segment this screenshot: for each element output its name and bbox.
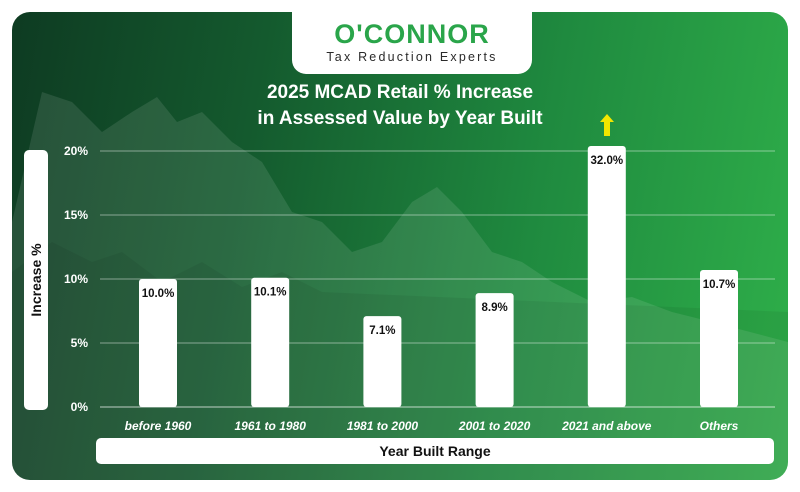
bar (700, 270, 738, 407)
data-label: 32.0% (590, 155, 623, 167)
brand-logo: O'CONNOR Tax Reduction Experts (292, 12, 532, 74)
data-label: 10.1% (254, 287, 287, 299)
x-tick-label: before 1960 (125, 419, 192, 433)
y-axis-label-box (24, 150, 48, 410)
chart-title-line1: 2025 MCAD Retail % Increase (266, 82, 534, 103)
data-label: 10.0% (142, 288, 175, 300)
y-tick-label: 0% (71, 400, 89, 414)
x-tick-label: 1961 to 1980 (235, 419, 307, 433)
chart-title-line2: in Assessed Value by Year Built (257, 108, 543, 129)
x-axis-label-box: Year Built Range (96, 438, 774, 464)
data-label: 10.7% (703, 279, 736, 291)
y-tick-label: 15% (64, 208, 88, 222)
data-label: 7.1% (369, 325, 395, 337)
y-tick-label: 10% (64, 272, 88, 286)
x-tick-label: Others (700, 419, 739, 433)
y-tick-label: 5% (71, 336, 89, 350)
bar (475, 293, 514, 407)
bar (251, 277, 290, 407)
brand-tagline: Tax Reduction Experts (326, 50, 498, 64)
brand-name: O'CONNOR (334, 19, 490, 49)
bar (139, 279, 177, 407)
x-tick-label: 2001 to 2020 (458, 419, 531, 433)
bar (587, 146, 626, 407)
up-arrow-icon (600, 114, 614, 136)
x-tick-label: 2021 and above (561, 419, 652, 433)
y-tick-label: 20% (64, 144, 88, 158)
x-tick-label: 1981 to 2000 (347, 419, 419, 433)
bar (363, 316, 402, 407)
x-axis-label: Year Built Range (379, 443, 491, 459)
data-label: 8.9% (481, 302, 507, 314)
